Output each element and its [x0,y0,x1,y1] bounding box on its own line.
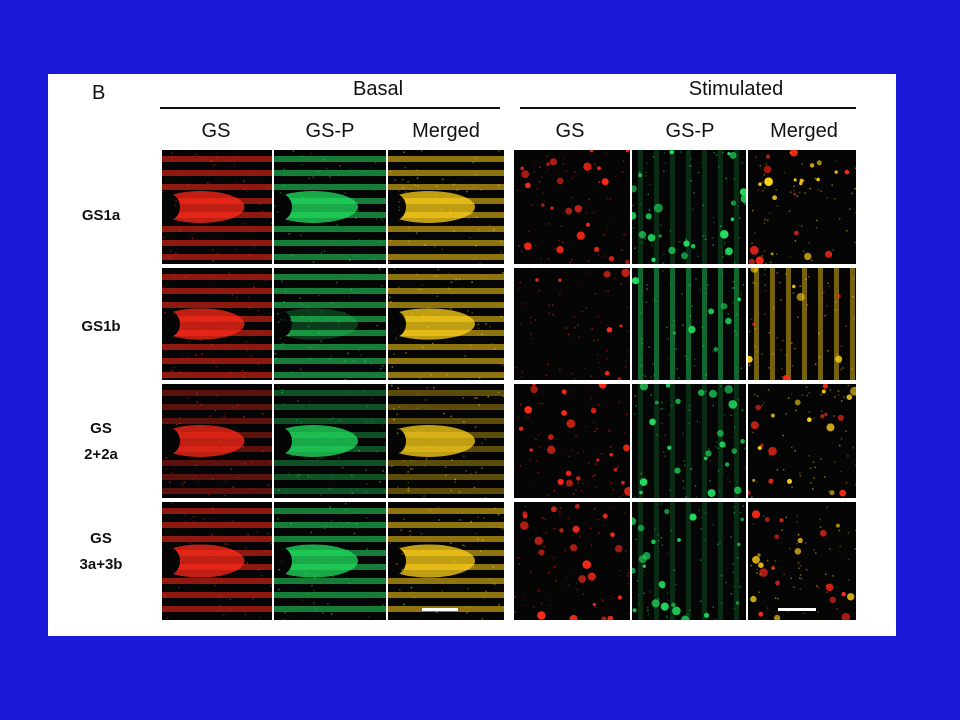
micrograph-tile [162,384,272,498]
column-header-basal-gs: GS [201,120,231,142]
micrograph-tile [632,384,746,498]
micrograph-tile [748,150,856,264]
figure-panel: B Basal Stimulated GS GS-P Merged GS GS-… [48,74,896,636]
micrograph-tile [274,268,386,380]
column-header-basal-gsp: GS-P [305,120,355,142]
row-label-gs1a: GS1a [48,203,154,229]
micrograph-tile [748,268,856,380]
group-title-basal: Basal [352,78,404,100]
micrograph-tile [514,268,630,380]
row-label-line: 2+2a [84,446,118,463]
panel-label: B [92,82,106,104]
micrograph-tile [632,268,746,380]
micrograph-tile [274,502,386,620]
micrograph-tile [514,150,630,264]
row-label-line: GS1b [81,318,121,335]
row-label-line: GS1a [81,207,121,224]
micrograph-tile [632,150,746,264]
micrograph-tile [162,150,272,264]
micrograph-tile [388,384,504,498]
group-rule-basal [160,107,500,109]
micrograph-tile [514,502,630,620]
micrograph-tile [162,502,272,620]
column-header-basal-merged: Merged [412,120,480,142]
micrograph-tile [748,502,856,620]
row-label-line: 3a+3b [79,556,123,573]
micrograph-tile [632,502,746,620]
column-header-stim-merged: Merged [770,120,838,142]
row-label-gs-3a-3b: GS 3a+3b [48,526,154,578]
micrograph-tile [162,268,272,380]
micrograph-tile [514,384,630,498]
micrograph-tile [388,150,504,264]
micrograph-tile [388,268,504,380]
scale-bar-basal [422,608,458,611]
column-header-stim-gs: GS [555,120,585,142]
row-label-gs1b: GS1b [48,314,154,340]
row-label-line: GS [90,530,112,547]
row-label-line: GS [90,420,112,437]
micrograph-tile [748,384,856,498]
group-title-stimulated: Stimulated [688,78,784,100]
scale-bar-stimulated [778,608,816,611]
micrograph-tile [274,150,386,264]
micrograph-tile [274,384,386,498]
column-header-stim-gsp: GS-P [665,120,715,142]
group-rule-stimulated [520,107,856,109]
row-label-gs-2-2a: GS 2+2a [48,416,154,468]
micrograph-tile [388,502,504,620]
